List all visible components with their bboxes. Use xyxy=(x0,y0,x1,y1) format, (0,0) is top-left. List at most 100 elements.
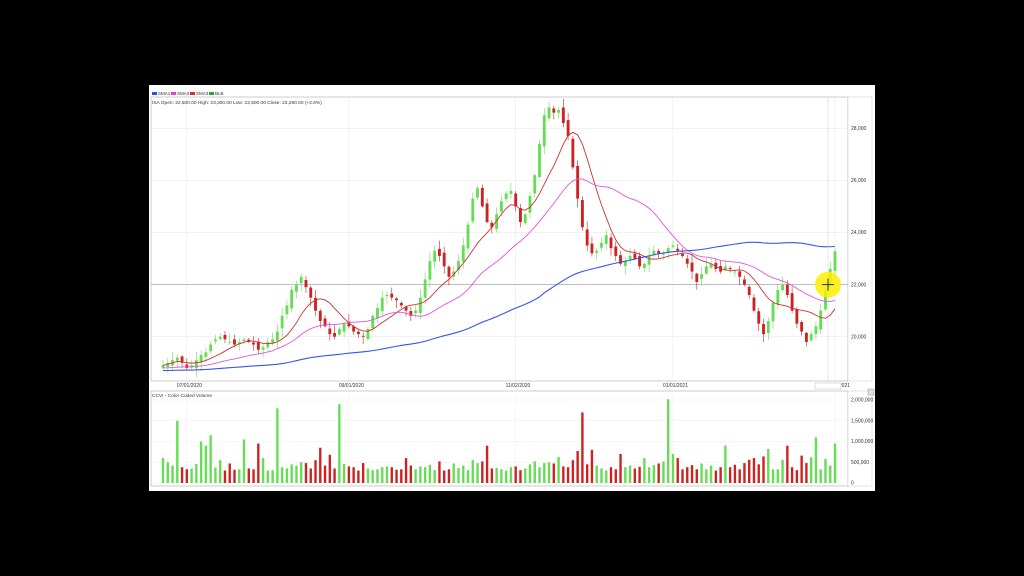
candle-body xyxy=(166,362,170,368)
volume-bar xyxy=(304,463,308,483)
panel-resize-handle[interactable] xyxy=(867,388,875,396)
volume-bar xyxy=(376,469,379,483)
volume-bar xyxy=(242,439,246,483)
volume-bar xyxy=(566,467,570,483)
candle-body xyxy=(194,360,198,369)
candle-body xyxy=(428,261,432,280)
volume-bar xyxy=(238,469,241,483)
candle-body xyxy=(228,341,232,343)
volume-bar xyxy=(280,467,284,483)
candle-body xyxy=(399,302,403,306)
x-tick-label: 11/02/2020 xyxy=(506,383,531,389)
sma-legend: SMA1 SMA2 SMA3 BLB xyxy=(152,91,224,96)
candle-body xyxy=(461,245,465,262)
sma-slow-line xyxy=(162,241,836,372)
candle-body xyxy=(204,352,208,357)
scroll-position-box[interactable] xyxy=(814,382,842,390)
volume-bar xyxy=(557,456,560,483)
candle-body xyxy=(671,245,675,248)
candle-body xyxy=(776,289,780,305)
volume-bar xyxy=(667,399,670,483)
candle-body xyxy=(218,336,222,340)
candle-body xyxy=(185,364,189,368)
volume-tick-label: 0 xyxy=(851,481,854,487)
candle-body xyxy=(604,235,608,244)
volume-bar xyxy=(462,465,465,483)
volume-bar xyxy=(528,464,532,483)
sma-mid-line xyxy=(162,178,836,369)
candle-body xyxy=(681,253,684,256)
volume-bar xyxy=(357,470,360,483)
volume-bar xyxy=(643,458,646,483)
volume-bar xyxy=(490,468,494,483)
volume-bar xyxy=(214,467,217,483)
volume-bar xyxy=(347,466,351,483)
volume-bar xyxy=(504,470,508,483)
candle-body xyxy=(442,252,446,267)
candle-body xyxy=(619,255,622,264)
candle-body xyxy=(409,311,413,316)
volume-bar xyxy=(752,458,756,483)
candle-body xyxy=(323,318,327,327)
candle-body xyxy=(504,193,508,200)
volume-panel[interactable] xyxy=(150,390,849,487)
candle-body xyxy=(280,315,284,329)
legend-swatch-3 xyxy=(190,92,195,95)
candle-body xyxy=(676,248,680,251)
price-volume-chart[interactable]: 20,000 22,000 24,000 26,000 28,000 07/01/2020… xyxy=(149,85,875,491)
volume-bar xyxy=(328,454,331,483)
legend-sma2: SMA2 xyxy=(177,91,190,96)
volume-bar xyxy=(447,469,451,483)
volume-bar xyxy=(819,469,822,483)
candle-body xyxy=(490,222,494,228)
volume-bar xyxy=(547,462,551,483)
volume-bar xyxy=(171,465,174,483)
volume-bar xyxy=(552,463,555,483)
candle-body xyxy=(757,311,761,324)
volume-bar xyxy=(814,437,818,483)
volume-bar xyxy=(409,465,413,483)
volume-bar xyxy=(209,435,212,483)
candle-body xyxy=(824,289,827,310)
volume-bar xyxy=(562,466,565,483)
price-axis[interactable] xyxy=(847,96,873,382)
price-panel[interactable] xyxy=(150,96,849,382)
volume-bar xyxy=(290,464,293,483)
volume-bar xyxy=(166,462,169,483)
legend-sma1: SMA1 xyxy=(158,91,171,96)
volume-bar xyxy=(295,465,298,483)
candle-body xyxy=(542,115,546,147)
volume-bar xyxy=(257,443,260,483)
volume-bar xyxy=(695,469,698,483)
volume-bar xyxy=(400,469,403,483)
candle-body xyxy=(295,284,298,292)
candle-body xyxy=(800,322,804,332)
volume-bar xyxy=(585,464,589,483)
volume-bar xyxy=(571,460,575,483)
candle-body xyxy=(538,143,541,177)
candle-body xyxy=(652,250,656,256)
volume-axis[interactable] xyxy=(847,390,873,487)
volume-bar xyxy=(757,464,760,483)
volume-bar xyxy=(657,463,660,483)
candle-body xyxy=(519,208,522,223)
candle-body xyxy=(275,331,279,341)
volume-bar xyxy=(338,404,341,483)
volume-bar xyxy=(309,468,312,483)
volume-bar xyxy=(781,459,784,483)
candle-body xyxy=(804,332,808,342)
volume-bar xyxy=(624,467,627,483)
candle-body xyxy=(299,276,303,284)
volume-bar xyxy=(719,467,722,483)
candle-body xyxy=(480,188,484,207)
sma-fast-line xyxy=(162,131,836,366)
volume-bar xyxy=(180,467,184,483)
candle-body xyxy=(790,293,794,311)
candle-body xyxy=(747,286,751,296)
candle-body xyxy=(404,306,408,311)
candle-body xyxy=(328,328,332,335)
candle-body xyxy=(499,201,503,212)
volume-bar xyxy=(686,467,689,483)
ohlc-readout: ISA Open: 22,500.00 High: 23,300.00 Low:… xyxy=(152,100,322,106)
candle-body xyxy=(600,242,603,248)
